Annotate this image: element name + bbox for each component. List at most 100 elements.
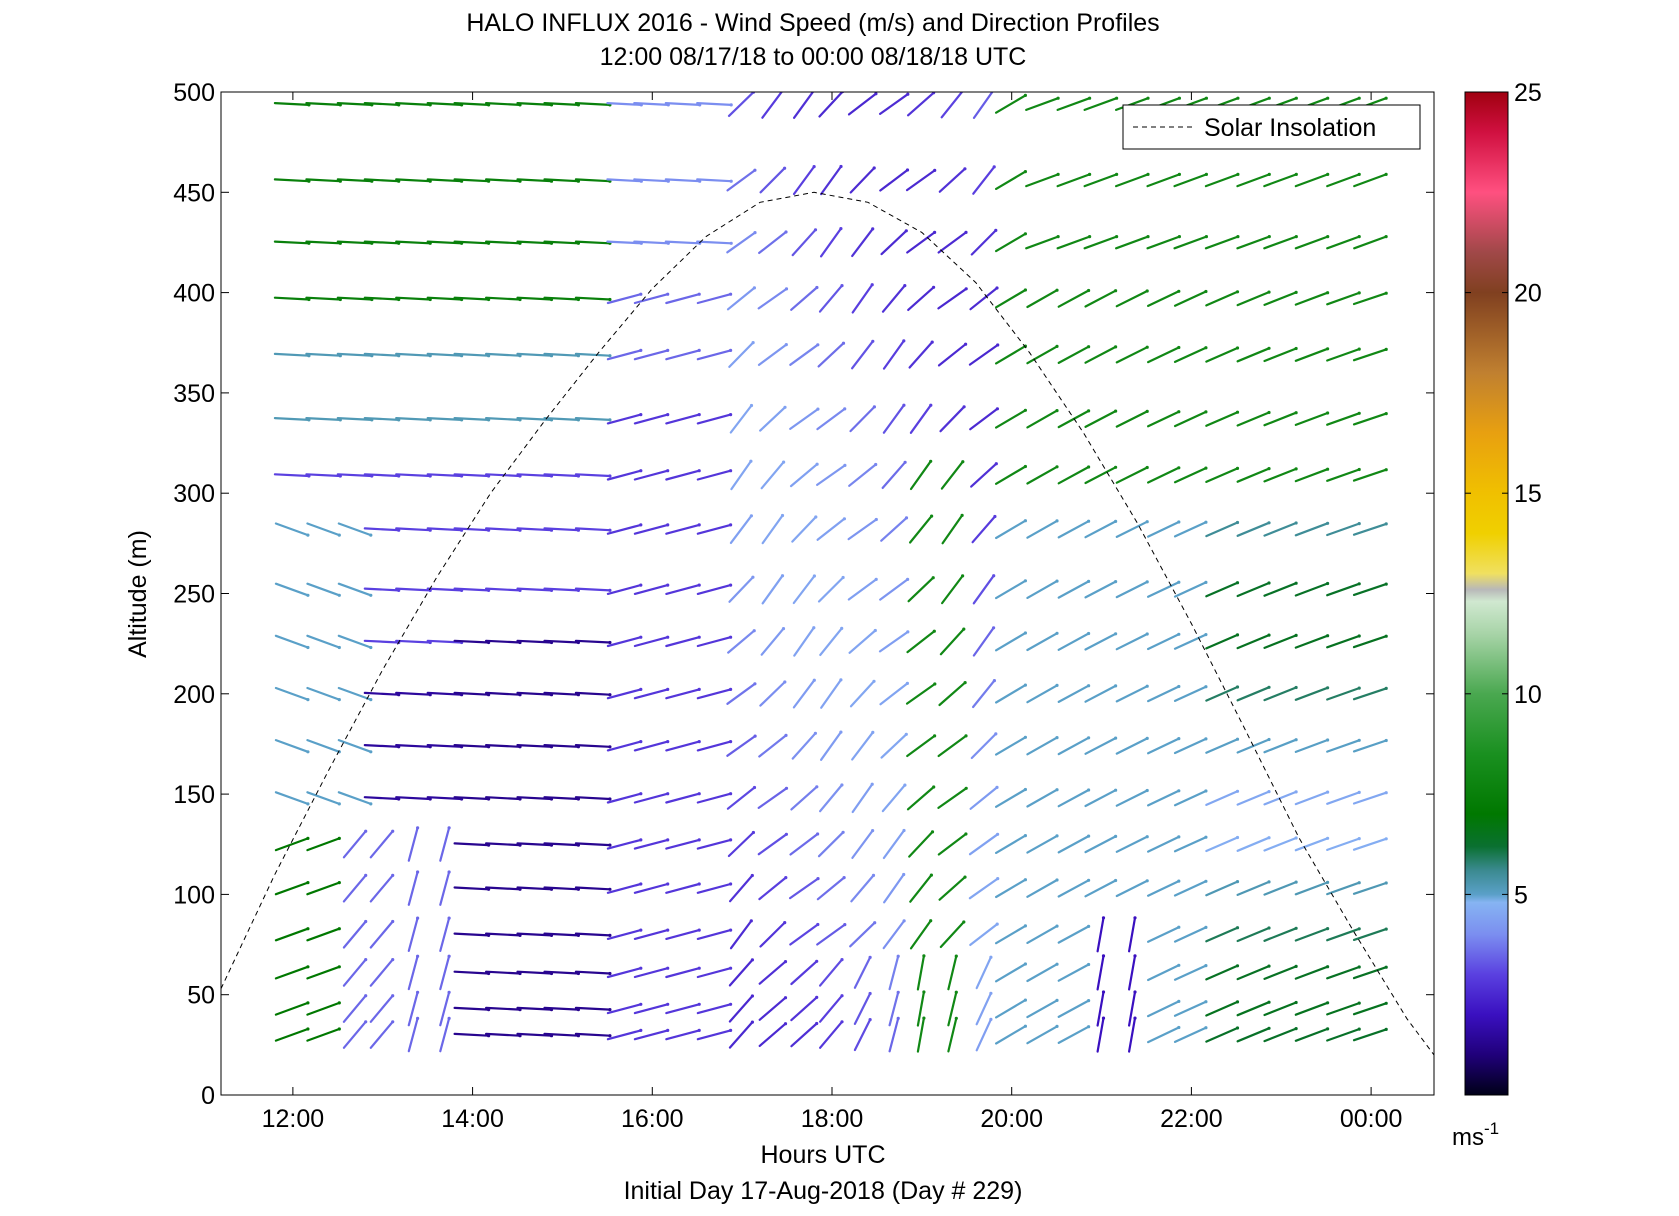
wind-arrow <box>817 576 845 603</box>
wind-arrow <box>1084 289 1117 308</box>
wind-arrow <box>574 296 612 301</box>
wind-arrow <box>1326 522 1361 537</box>
wind-arrow <box>1263 173 1298 188</box>
wind-arrow <box>1352 635 1388 649</box>
wind-arrow-head <box>1294 790 1298 794</box>
wind-arrow <box>543 842 580 847</box>
wind-arrow <box>849 921 876 948</box>
wind-arrow <box>516 473 553 478</box>
wind-arrow <box>1236 347 1271 363</box>
wind-arrow <box>439 916 451 953</box>
wind-arrow-head <box>783 1022 788 1026</box>
wind-arrow <box>1084 410 1117 428</box>
wind-arrow <box>1205 1026 1239 1043</box>
wind-arrow-head <box>1294 738 1298 742</box>
wind-arrow <box>906 785 935 811</box>
wind-arrow-head <box>816 877 820 881</box>
wind-arrow-head <box>1204 737 1208 741</box>
wind-arrow <box>882 404 906 434</box>
colorbar-tick-label: 25 <box>1514 79 1542 107</box>
wind-arrow <box>274 1001 309 1016</box>
wind-arrow <box>1205 290 1239 307</box>
wind-arrow <box>1026 1025 1059 1045</box>
wind-arrow-head <box>729 469 733 473</box>
wind-arrow <box>696 240 733 245</box>
wind-arrow <box>1026 999 1059 1019</box>
wind-arrow <box>369 994 394 1023</box>
wind-arrow <box>848 629 877 654</box>
wind-arrow-head <box>337 927 341 931</box>
wind-arrow-head <box>961 460 965 464</box>
wind-arrow-head <box>1087 878 1091 882</box>
wind-arrow-head <box>1114 519 1118 524</box>
wind-arrow <box>633 413 669 425</box>
wind-arrow <box>696 583 732 596</box>
wind-arrow <box>1084 879 1117 898</box>
wind-arrow <box>485 932 522 937</box>
wind-arrow <box>1205 581 1239 598</box>
wind-arrow-head <box>1357 927 1361 931</box>
wind-arrow-head <box>1177 684 1181 689</box>
wind-arrow <box>606 928 642 941</box>
wind-arrow-head <box>369 593 373 597</box>
wind-arrow <box>1236 521 1271 537</box>
wind-arrow-head <box>1357 172 1361 176</box>
wind-arrow <box>606 882 642 894</box>
chart-footer: Initial Day 17-Aug-2018 (Day # 229) <box>624 1177 1023 1205</box>
wind-arrow <box>847 578 878 601</box>
wind-arrow-head <box>896 954 900 958</box>
wind-arrow-head <box>1087 924 1091 929</box>
wind-arrow-head <box>902 919 906 923</box>
wind-arrow <box>905 169 936 192</box>
colorbar-unit: ms-1 <box>1452 1119 1499 1151</box>
y-tick-label: 500 <box>173 79 215 107</box>
wind-arrow <box>726 734 757 757</box>
wind-arrow-head <box>840 626 844 631</box>
wind-arrow <box>994 409 1027 429</box>
wind-arrow <box>665 636 701 648</box>
wind-arrow-head <box>639 928 643 932</box>
wind-arrow-head <box>1023 924 1027 928</box>
wind-arrow-head <box>729 966 733 970</box>
wind-arrow-head <box>369 533 373 537</box>
wind-arrow-head <box>1055 288 1059 292</box>
wind-arrow <box>1205 964 1239 981</box>
wind-arrow <box>1146 581 1180 598</box>
wind-arrow-head <box>306 645 310 650</box>
wind-arrow <box>1352 791 1388 805</box>
wind-arrow <box>994 878 1027 899</box>
wind-arrow <box>543 527 580 532</box>
wind-arrow <box>453 296 490 301</box>
wind-arrow-head <box>992 165 996 169</box>
wind-arrow <box>485 240 522 245</box>
wind-arrow-head <box>816 407 820 411</box>
chart-title: HALO INFLUX 2016 - Wind Speed (m/s) and … <box>466 9 1159 37</box>
wind-arrow-head <box>1326 738 1330 742</box>
wind-arrow-head <box>812 678 816 682</box>
wind-arrow <box>1326 881 1361 896</box>
wind-arrow-head <box>1087 999 1091 1003</box>
wind-arrow <box>883 873 905 904</box>
wind-arrow <box>274 837 309 852</box>
wind-arrow <box>1326 582 1361 597</box>
wind-arrow <box>1173 521 1208 538</box>
wind-arrow <box>853 1018 872 1052</box>
wind-arrow <box>1294 347 1329 362</box>
wind-arrow <box>971 679 996 709</box>
wind-arrow-head <box>1101 916 1106 920</box>
wind-arrow-head <box>933 734 937 738</box>
wind-arrow-head <box>364 919 368 924</box>
wind-arrow-head <box>1294 172 1298 176</box>
wind-arrow <box>665 928 701 941</box>
wind-arrow-head <box>666 413 670 417</box>
wind-arrow <box>516 1032 553 1037</box>
wind-arrow <box>516 796 553 801</box>
wind-arrow-head <box>1055 998 1059 1003</box>
wind-arrow <box>1294 634 1329 649</box>
wind-arrow <box>453 417 490 421</box>
wind-arrow-head <box>1235 737 1240 741</box>
wind-arrow <box>696 1003 732 1015</box>
wind-arrow-head <box>930 514 934 518</box>
wind-arrow-head <box>1087 788 1091 792</box>
wind-arrow-head <box>1177 580 1181 584</box>
